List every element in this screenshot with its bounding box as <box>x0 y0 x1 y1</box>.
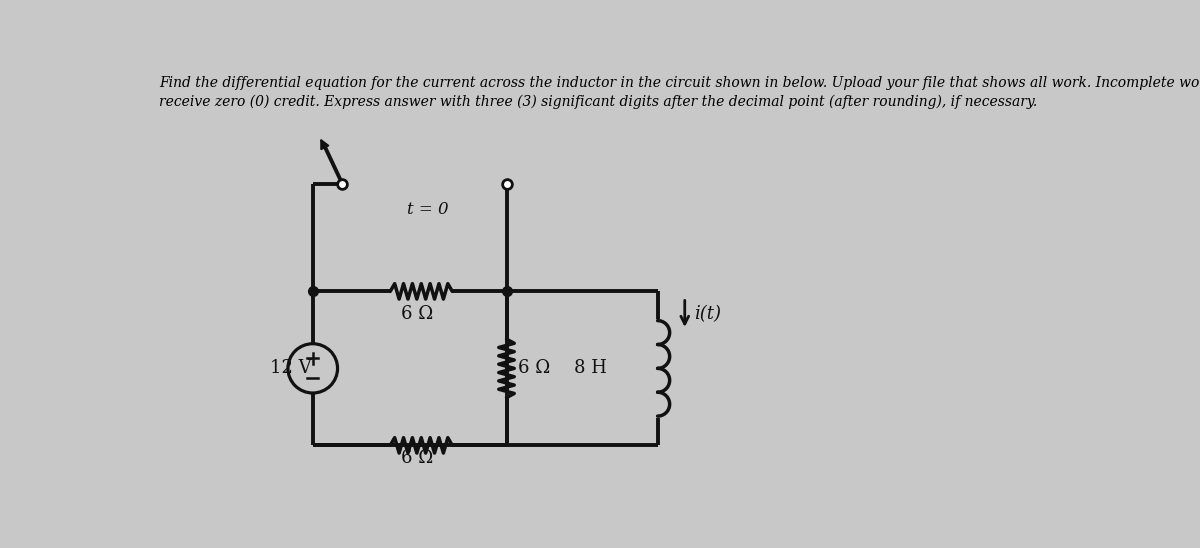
Text: receive zero (0) credit. Express answer with three (3) significant digits after : receive zero (0) credit. Express answer … <box>160 95 1038 110</box>
Text: 6 Ω: 6 Ω <box>401 449 433 467</box>
Text: 6 Ω: 6 Ω <box>401 305 433 323</box>
Text: 6 Ω: 6 Ω <box>518 359 551 378</box>
Text: 12 V: 12 V <box>270 359 312 378</box>
Text: Find the differential equation for the current across the inductor in the circui: Find the differential equation for the c… <box>160 76 1200 90</box>
Text: 8 H: 8 H <box>575 359 607 378</box>
Text: t = 0: t = 0 <box>408 201 449 218</box>
Text: i(t): i(t) <box>694 305 721 323</box>
